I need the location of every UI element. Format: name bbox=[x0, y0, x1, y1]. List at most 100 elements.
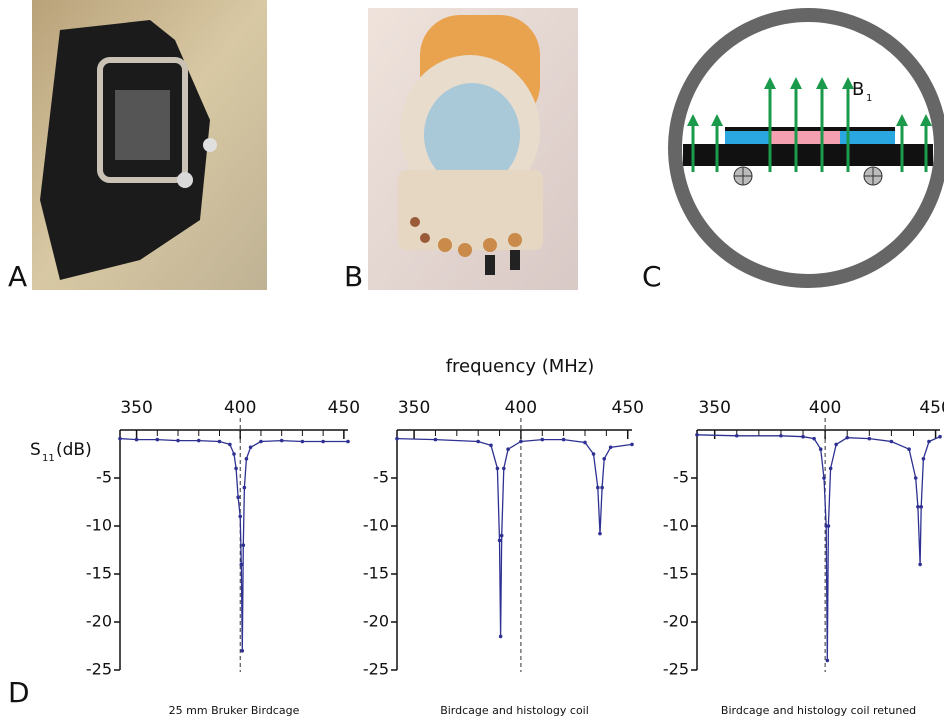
data-point bbox=[395, 437, 399, 441]
y-tick-label: -25 bbox=[86, 660, 112, 679]
data-point bbox=[596, 486, 600, 490]
data-point bbox=[176, 439, 180, 443]
data-point bbox=[822, 476, 826, 480]
y-tick-label: -10 bbox=[86, 516, 112, 535]
photo-a bbox=[32, 0, 267, 290]
chart-caption: 25 mm Bruker Birdcage bbox=[169, 704, 300, 717]
data-point bbox=[845, 436, 849, 440]
panel-label: D bbox=[8, 676, 30, 709]
data-point bbox=[630, 443, 634, 447]
data-line bbox=[120, 439, 348, 651]
y-axis-label-subscript: 11 bbox=[42, 453, 55, 464]
data-point bbox=[914, 476, 918, 480]
data-point bbox=[916, 505, 920, 509]
data-point bbox=[232, 452, 236, 456]
y-tick-label: -10 bbox=[363, 516, 389, 535]
data-point bbox=[135, 438, 139, 442]
y-axis-label: S bbox=[30, 440, 41, 460]
figure: B 1 A B C D frequency (MHz) S 11 (dB) 35… bbox=[0, 0, 944, 720]
data-point bbox=[695, 433, 699, 437]
data-point bbox=[500, 534, 504, 538]
y-tick-label: -20 bbox=[86, 612, 112, 631]
data-point bbox=[242, 543, 246, 547]
data-point bbox=[238, 515, 242, 519]
data-point bbox=[890, 440, 894, 444]
data-point bbox=[489, 444, 493, 448]
data-line bbox=[397, 439, 632, 637]
data-point bbox=[598, 532, 602, 536]
y-axis-label-unit: (dB) bbox=[56, 440, 92, 460]
data-point bbox=[240, 649, 244, 653]
data-point bbox=[829, 467, 833, 471]
chart-caption: Birdcage and histology coil bbox=[440, 704, 589, 717]
data-point bbox=[922, 457, 926, 461]
data-point bbox=[301, 440, 305, 444]
data-point bbox=[506, 447, 510, 451]
data-point bbox=[239, 563, 243, 567]
data-point bbox=[919, 505, 923, 509]
data-point bbox=[502, 467, 506, 471]
x-tick-label: 450 bbox=[328, 398, 360, 418]
y-tick-label: -10 bbox=[663, 516, 689, 535]
x-tick-label: 350 bbox=[398, 398, 430, 418]
x-axis-label: frequency (MHz) bbox=[446, 356, 595, 377]
data-point bbox=[499, 635, 503, 639]
y-tick-label: -15 bbox=[363, 564, 389, 583]
data-point bbox=[259, 440, 263, 444]
data-line bbox=[697, 435, 940, 661]
data-point bbox=[321, 440, 325, 444]
data-point bbox=[907, 447, 911, 451]
x-tick-label: 450 bbox=[919, 398, 944, 418]
data-point bbox=[609, 445, 613, 449]
data-point bbox=[602, 457, 606, 461]
data-point bbox=[834, 443, 838, 447]
y-tick-label: -5 bbox=[673, 468, 689, 487]
x-tick-label: 400 bbox=[809, 398, 841, 418]
data-point bbox=[826, 659, 830, 663]
data-point bbox=[434, 438, 438, 442]
data-point bbox=[801, 435, 805, 439]
data-point bbox=[197, 439, 201, 443]
panel-label: C bbox=[642, 260, 662, 293]
data-point bbox=[868, 437, 872, 441]
data-point bbox=[280, 439, 284, 443]
data-point bbox=[519, 440, 523, 444]
photo-b bbox=[368, 8, 578, 290]
data-point bbox=[827, 524, 831, 528]
x-tick-label: 450 bbox=[612, 398, 644, 418]
field-subscript: 1 bbox=[866, 93, 872, 104]
data-point bbox=[346, 440, 350, 444]
data-point bbox=[583, 441, 587, 445]
chart-caption: Birdcage and histology coil retuned bbox=[721, 704, 916, 717]
data-point bbox=[236, 495, 240, 499]
y-tick-label: -15 bbox=[86, 564, 112, 583]
data-point bbox=[918, 563, 922, 567]
data-point bbox=[228, 443, 232, 447]
y-tick-label: -25 bbox=[363, 660, 389, 679]
data-point bbox=[498, 539, 502, 543]
data-point bbox=[249, 445, 253, 449]
y-tick-label: -15 bbox=[663, 564, 689, 583]
y-tick-label: -25 bbox=[663, 660, 689, 679]
data-point bbox=[243, 486, 247, 490]
y-tick-label: -20 bbox=[663, 612, 689, 631]
data-point bbox=[735, 434, 739, 438]
diagram-c: B 1 bbox=[675, 15, 941, 281]
data-point bbox=[819, 447, 823, 451]
data-point bbox=[156, 438, 160, 442]
data-point bbox=[927, 440, 931, 444]
data-point bbox=[779, 434, 783, 438]
data-point bbox=[540, 438, 544, 442]
data-point bbox=[234, 467, 238, 471]
data-point bbox=[496, 467, 500, 471]
data-point bbox=[938, 435, 942, 439]
x-tick-label: 350 bbox=[120, 398, 152, 418]
data-point bbox=[218, 440, 222, 444]
x-tick-label: 400 bbox=[505, 398, 537, 418]
field-label: B bbox=[852, 79, 864, 100]
data-point bbox=[600, 486, 604, 490]
y-tick-label: -5 bbox=[373, 468, 389, 487]
data-point bbox=[476, 440, 480, 444]
x-tick-label: 350 bbox=[698, 398, 730, 418]
y-tick-label: -5 bbox=[96, 468, 112, 487]
